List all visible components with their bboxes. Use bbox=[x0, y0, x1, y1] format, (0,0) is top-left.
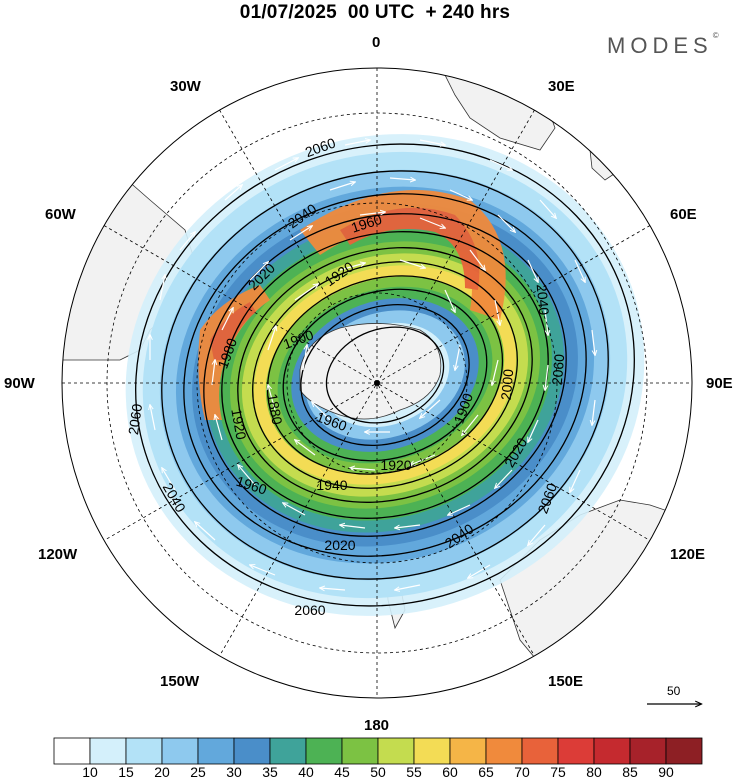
lon-label-180: 180 bbox=[364, 717, 390, 734]
contour-label-2060-left: 2060 bbox=[125, 403, 145, 436]
colorbar-swatch bbox=[521, 737, 559, 765]
colorbar-tick-label: 55 bbox=[406, 764, 422, 780]
contour-2000 bbox=[203, 213, 567, 537]
colorbar-swatch bbox=[593, 737, 631, 765]
height-contours bbox=[135, 143, 635, 607]
colorbar-tick-label: 15 bbox=[118, 764, 134, 780]
colorbar-swatch bbox=[53, 737, 91, 765]
colorbar-swatch bbox=[305, 737, 343, 765]
colorbar-swatch bbox=[377, 737, 415, 765]
contour-label-1920-bottom: 1920 bbox=[380, 457, 411, 473]
contour-label-2060-bottom: 2060 bbox=[294, 602, 325, 618]
south-pole-marker bbox=[374, 380, 380, 386]
lon-label-60w: 60W bbox=[45, 206, 76, 223]
colorbar-tick-label: 20 bbox=[154, 764, 170, 780]
colorbar-swatch bbox=[629, 737, 667, 765]
wind-vectors bbox=[150, 140, 595, 590]
contour-1960 bbox=[237, 247, 533, 503]
contour-1860 bbox=[325, 326, 445, 424]
contour-label-1910: 1920 bbox=[228, 407, 249, 441]
contour-2040 bbox=[161, 170, 609, 580]
colorbar-tick-label: 90 bbox=[658, 764, 674, 780]
colorbar-tick-label: 40 bbox=[298, 764, 314, 780]
colorbar-tick-label: 10 bbox=[82, 764, 98, 780]
contour-1880 bbox=[300, 304, 470, 446]
colorbar-swatch bbox=[161, 737, 199, 765]
contour-label-2000-right: 2000 bbox=[498, 368, 517, 401]
colorbar-swatch bbox=[341, 737, 379, 765]
contour-label-1940: 1940 bbox=[316, 477, 347, 493]
colorbar-swatch bbox=[125, 737, 163, 765]
contour-1980 bbox=[221, 231, 549, 519]
colorbar-tick-label: 50 bbox=[370, 764, 386, 780]
contour-2060 bbox=[135, 143, 635, 607]
contour-1900 bbox=[282, 288, 488, 462]
lon-label-90w: 90W bbox=[4, 375, 35, 392]
colorbar-tick-label: 35 bbox=[262, 764, 278, 780]
colorbar-swatch bbox=[233, 737, 271, 765]
contour-label-1880: 1880 bbox=[264, 392, 285, 426]
lon-label-30e: 30E bbox=[548, 78, 575, 95]
map-boundary bbox=[61, 67, 693, 699]
reference-vector: 50 bbox=[645, 684, 705, 714]
reference-vector-value: 50 bbox=[667, 684, 681, 698]
colorbar-tick-label: 30 bbox=[226, 764, 242, 780]
colorbar-swatch bbox=[665, 737, 703, 765]
lon-label-90e: 90E bbox=[706, 375, 733, 392]
contour-1920 bbox=[266, 275, 504, 475]
colorbar-tick-labels: 10 15 20 25 30 35 40 45 50 55 60 65 70 75 80 85 90 bbox=[0, 764, 750, 782]
lon-label-150e: 150E bbox=[548, 673, 584, 690]
colorbar-swatch bbox=[449, 737, 487, 765]
colorbar-tick-label: 80 bbox=[586, 764, 602, 780]
lon-label-150w: 150W bbox=[160, 673, 200, 690]
colorbar-tick-label: 70 bbox=[514, 764, 530, 780]
colorbar-swatch bbox=[269, 737, 307, 765]
colorbar-tick-label: 75 bbox=[550, 764, 566, 780]
jet-max-west bbox=[198, 285, 270, 420]
contour-label-2040-right: 2040 bbox=[534, 283, 553, 316]
colorbar-swatch bbox=[557, 737, 595, 765]
contour-label-2060-east: 2060 bbox=[549, 353, 568, 386]
contour-2020 bbox=[183, 193, 587, 557]
lon-label-120w: 120W bbox=[38, 546, 78, 563]
brand-logo: MODES© bbox=[607, 31, 719, 58]
map-title: 01/07/2025 00 UTC + 240 hrs bbox=[239, 2, 511, 23]
contour-1940 bbox=[252, 261, 518, 489]
colorbar-tick-label: 85 bbox=[622, 764, 638, 780]
colorbar bbox=[53, 737, 703, 765]
colorbar-tick-label: 25 bbox=[190, 764, 206, 780]
lon-label-120e: 120E bbox=[670, 546, 706, 563]
colorbar-swatch bbox=[413, 737, 451, 765]
colorbar-tick-label: 60 bbox=[442, 764, 458, 780]
colorbar-tick-label: 65 bbox=[478, 764, 494, 780]
lon-label-30w: 30W bbox=[170, 78, 201, 95]
colorbar-swatch bbox=[89, 737, 127, 765]
colorbar-swatch bbox=[485, 737, 523, 765]
graticule bbox=[62, 68, 692, 698]
colorbar-tick-label: 45 bbox=[334, 764, 350, 780]
lon-label-60e: 60E bbox=[670, 206, 697, 223]
colorbar-swatch bbox=[197, 737, 235, 765]
lon-label-0: 0 bbox=[372, 34, 381, 51]
contour-label-2020-bottom: 2020 bbox=[324, 537, 355, 553]
